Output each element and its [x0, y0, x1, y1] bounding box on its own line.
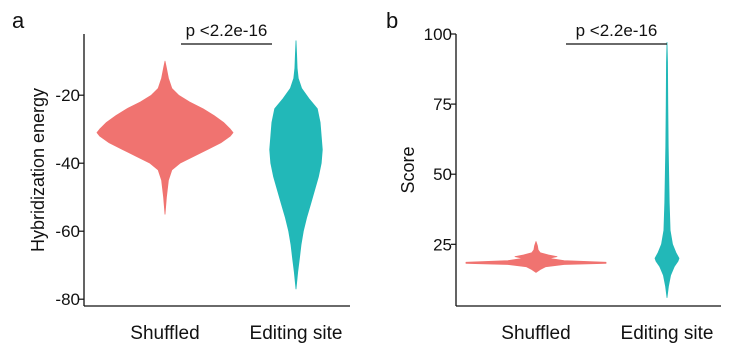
violin-shuffled [96, 60, 234, 215]
violin-editing-site [654, 42, 680, 299]
violin-shuffled [465, 241, 607, 273]
y-tick-label: 100 [424, 25, 452, 44]
y-axis-label: Hybridization energy [28, 88, 48, 252]
y-tick-label: -20 [55, 86, 80, 105]
y-tick-label: -40 [55, 154, 80, 173]
x-category-label: Editing site [621, 323, 714, 344]
y-axis-label: Score [398, 146, 418, 193]
x-category-label: Shuffled [130, 323, 199, 344]
y-tick-label: -60 [55, 222, 80, 241]
y-tick-label: -80 [55, 290, 80, 309]
panel-label: a [12, 8, 25, 33]
panel-a: a -20 -40 -60 -80 Hybridization energy Shuffle… [12, 8, 350, 344]
x-category-label: Shuffled [501, 323, 570, 344]
y-tick-label: 25 [433, 235, 452, 254]
y-tick-label: 75 [433, 95, 452, 114]
panel-label: b [386, 8, 398, 33]
x-category-label: Editing site [250, 323, 343, 344]
p-value-annotation: p <2.2e-16 [576, 21, 658, 40]
y-tick-label: 50 [433, 165, 452, 184]
violin-editing-site [269, 40, 323, 290]
panel-b: b 25 50 75 100 Score Shuffled Editing site p <2.… [386, 8, 721, 344]
p-value-annotation: p <2.2e-16 [186, 21, 268, 40]
